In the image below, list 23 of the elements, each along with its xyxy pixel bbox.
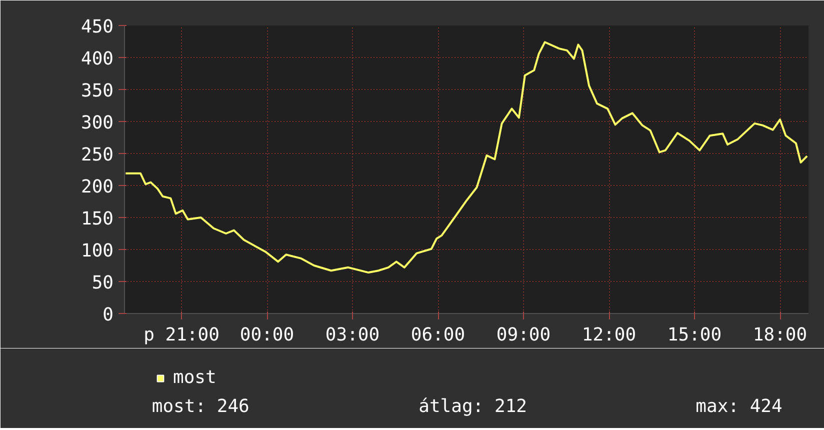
y-tick-label: 350 [80,80,114,102]
y-tick-label: 0 [102,304,114,326]
y-tick-label: 200 [80,176,114,198]
y-tick-label: 300 [80,112,114,134]
x-tick-label: 12:00 [582,324,636,346]
line-series [124,41,808,274]
y-tick-label: 100 [80,240,114,262]
y-tick-label: 50 [92,272,114,294]
y-tick-label: 400 [80,48,114,70]
x-tick-label: 06:00 [410,324,466,346]
y-tick-label: 250 [80,144,114,166]
y-tick-label: 450 [80,16,114,38]
legend-label: most [173,367,216,388]
x-tick-label: 09:00 [496,324,551,346]
x-tick-label: 00:00 [240,324,294,346]
x-tick-label: p 21:00 [144,324,220,346]
x-tick-label: 15:00 [667,324,722,346]
text: most: 246 [152,396,250,417]
text: átlag: 212 [418,396,527,417]
x-tick-label: 18:00 [752,324,808,346]
x-tick-label: 03:00 [325,324,380,346]
y-tick-label: 150 [80,208,114,230]
text: max: 424 [696,396,782,417]
